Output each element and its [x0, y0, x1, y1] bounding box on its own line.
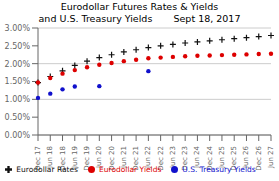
svg-text:Jun 18: Jun 18: [46, 146, 54, 169]
svg-text:Dec 25: Dec 25: [230, 146, 238, 171]
html-text:Eurodollar Futures Rates & Yie: Eurodollar Futures Rates & Yields: [60, 1, 219, 12]
html-text:U.S. Treasury Yields: U.S. Treasury Yields: [182, 165, 256, 174]
svg-text:Dec 20: Dec 20: [108, 146, 116, 171]
svg-text:Dec 19: Dec 19: [83, 146, 91, 171]
svg-text:Dec 21: Dec 21: [132, 146, 140, 171]
svg-text:0.00%: 0.00%: [8, 131, 30, 140]
svg-text:Dec 26: Dec 26: [255, 145, 263, 170]
html-text:and U.S. Treasury Yields Sept: and U.S. Treasury Yields Sept 18, 2017: [38, 12, 241, 24]
svg-text:0.50%: 0.50%: [8, 113, 30, 122]
svg-text:Dec 17: Dec 17: [34, 146, 42, 171]
svg-text:Dec 23: Dec 23: [181, 146, 189, 171]
svg-text:Jun 19: Jun 19: [71, 146, 79, 169]
svg-text:Dec 18: Dec 18: [59, 146, 67, 171]
svg-text:Jun 22: Jun 22: [144, 146, 152, 169]
svg-text:Jun 23: Jun 23: [169, 146, 177, 169]
svg-text:Jun 21: Jun 21: [120, 146, 128, 169]
svg-text:Dec 22: Dec 22: [157, 146, 165, 171]
svg-text:3.00%: 3.00%: [8, 24, 30, 33]
html-text:Eurodollar Rates: Eurodollar Rates: [16, 165, 78, 174]
svg-text:1.50%: 1.50%: [8, 77, 30, 86]
svg-text:Dec 24: Dec 24: [206, 145, 214, 170]
svg-text:Jun 20: Jun 20: [95, 146, 103, 169]
svg-text:Jun 25: Jun 25: [218, 146, 226, 169]
svg-text:2.50%: 2.50%: [8, 42, 30, 51]
svg-text:1.00%: 1.00%: [8, 95, 30, 104]
html-text:Eurodollar Yields: Eurodollar Yields: [99, 165, 162, 174]
svg-text:Jun 24: Jun 24: [193, 145, 201, 169]
svg-text:Jun 26: Jun 26: [242, 145, 250, 169]
svg-text:2.00%: 2.00%: [8, 60, 30, 69]
svg-text:Jun 27: Jun 27: [267, 146, 271, 169]
